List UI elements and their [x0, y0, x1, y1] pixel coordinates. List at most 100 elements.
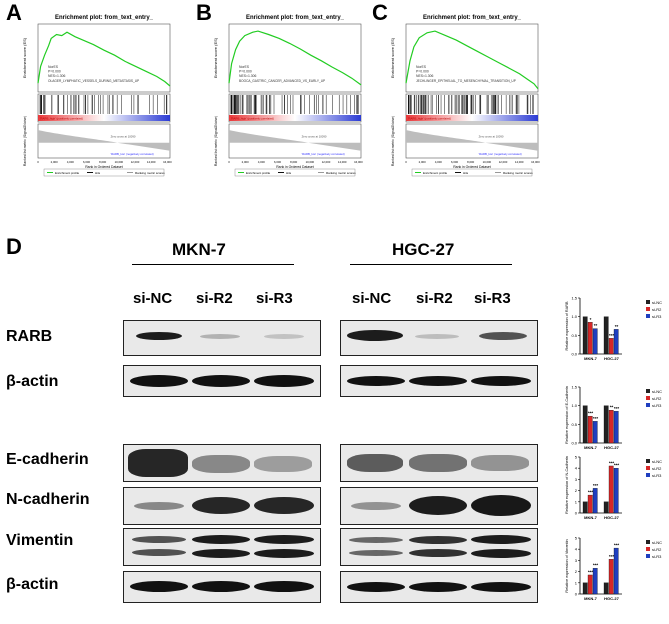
gsea-stat: P=0.000	[48, 70, 61, 74]
panel-letter-d: D	[6, 234, 22, 259]
gsea-xtick: 6,000	[274, 160, 281, 164]
blot-hgc27-vimentin	[340, 528, 538, 566]
lane-label: si-R3	[474, 290, 511, 307]
y-tick-label: 0	[575, 592, 578, 597]
significance-label: ***	[609, 333, 615, 338]
bar-si-nc	[603, 582, 609, 595]
zero-cross-label: Zero cross at 10090	[111, 135, 136, 139]
significance-label: ***	[609, 554, 615, 559]
legend-swatch	[646, 459, 650, 463]
y-tick-label: 1.5	[571, 385, 577, 390]
ranking-metric-area	[38, 130, 170, 151]
y-tick-label: 0.0	[571, 352, 577, 357]
significance-label: ***	[609, 460, 615, 465]
category-label: HGC-27	[604, 356, 619, 361]
y-tick-label: 0.5	[571, 422, 577, 427]
bar-si-nc	[582, 405, 588, 444]
gsea-xtick: 4,000	[258, 160, 265, 164]
row-label-rarb: RARB	[6, 328, 53, 345]
bar-si-nc	[582, 582, 588, 595]
neg-correlated-label: 'RARB_low' (negatively correlated)	[302, 152, 345, 156]
blot-hgc27-beta-actin	[340, 365, 538, 397]
y-tick-label: 5	[575, 536, 578, 541]
lane-label: si-R2	[416, 290, 453, 307]
blot-hgc27-beta-actin-2	[340, 571, 538, 603]
panel-letter-b: B	[196, 0, 212, 25]
significance-label: **	[615, 324, 619, 329]
y-tick-label: 1	[575, 499, 578, 504]
bar-si-r2	[608, 465, 614, 514]
blot-hgc27-n-cadherin	[340, 487, 538, 525]
gsea-xtick: 16,000	[531, 160, 540, 164]
gsea-title: Enrichment plot: from_text_entry_	[246, 15, 345, 21]
gsea-xtick: 4,000	[67, 160, 74, 164]
pos-correlated-label: 'RARB_high' (positively correlated)	[40, 117, 83, 121]
blot-mkn7-rarb	[123, 320, 321, 356]
zero-cross-label: Zero cross at 10090	[302, 135, 327, 139]
significance-label: ***	[588, 569, 594, 574]
y-tick-label: 0	[575, 511, 578, 516]
bar-chart-e-cadherin: 0.0 0.5 1.0 1.5 Relative expression of E-Cad…	[562, 381, 667, 464]
gsea-xtick: 8,000	[467, 160, 474, 164]
gsea-xtick: 0	[37, 160, 39, 164]
cell-line-hgc27: HGC-27	[392, 240, 455, 259]
gsea-legend-box	[411, 168, 533, 177]
gsea-xtick: 0	[228, 160, 230, 164]
bar-si-r3	[613, 547, 619, 595]
cell-line-mkn7: MKN-7	[172, 240, 226, 259]
legend-swatch	[646, 473, 650, 477]
legend-entry: si-NC	[652, 300, 662, 305]
y-tick-label: 3	[575, 477, 578, 482]
gsea-xtick: 14,000	[147, 160, 156, 164]
pos-correlated-label: 'RARB_high' (positively correlated)	[408, 117, 451, 121]
panel-letter-c: C	[372, 0, 388, 25]
bar-si-r3	[613, 329, 619, 355]
gsea-ylabel-top: Enrichment score (ES)	[22, 37, 27, 78]
legend-entry: Enrichment profile	[55, 171, 80, 175]
y-tick-label: 1.0	[571, 403, 577, 408]
gsea-stat: NES=1.306	[239, 74, 257, 78]
legend-swatch	[646, 554, 650, 558]
gsea-xtick: 6,000	[83, 160, 90, 164]
gsea-ylabel-bottom: Ranked list metric (Signal2Noise)	[391, 116, 395, 166]
legend-entry: si-NC	[652, 540, 662, 545]
legend-entry: si-NC	[652, 389, 662, 394]
y-tick-label: 0.5	[571, 333, 577, 338]
legend-entry: Enrichment profile	[423, 171, 448, 175]
bar-ylabel: Relative expression of RARB	[565, 301, 569, 350]
pos-correlated-label: 'RARB_high' (positively correlated)	[231, 117, 274, 121]
row-label-vimentin: Vimentin	[6, 532, 74, 549]
gsea-geneset: JECHLINGER_EPITHELIAL_TO_MESENCHYMAL_TRA…	[416, 79, 516, 83]
legend-entry: Ranking metric scores	[135, 171, 165, 175]
bar-si-r2	[608, 338, 614, 355]
lane-label: si-R2	[196, 290, 233, 307]
legend-entry: Hits	[463, 171, 469, 175]
gsea-xlabel: Rank in Ordered Dataset	[453, 165, 491, 169]
gsea-title: Enrichment plot: from_text_entry_	[55, 15, 154, 21]
ranking-gradient	[38, 115, 170, 121]
row-label-beta-actin: β-actin	[6, 373, 59, 390]
category-label: MKN-7	[584, 515, 597, 520]
ranking-metric-area	[406, 130, 538, 151]
blot-mkn7-vimentin	[123, 528, 321, 566]
gsea-plot-c: Enrichment plot: from_text_entry_ NorES P=…	[384, 10, 544, 180]
row-label-beta-actin-2: β-actin	[6, 576, 59, 593]
blot-hgc27-rarb	[340, 320, 538, 356]
es-frame	[405, 23, 539, 93]
ranking-gradient	[406, 115, 538, 121]
bar-si-r2	[587, 322, 593, 355]
y-tick-label: 5	[575, 455, 578, 460]
gsea-plot-a: Enrichment plot: from_text_entry_ NorES P=…	[16, 10, 176, 180]
bar-si-r2	[587, 574, 593, 595]
gsea-svg: Enrichment plot: from_text_entry_ NorESP=…	[213, 15, 363, 177]
bar-si-r3	[592, 328, 598, 355]
gsea-xtick: 8,000	[99, 160, 106, 164]
gsea-legend-box	[43, 168, 165, 177]
gsea-xtick: 2,000	[51, 160, 58, 164]
gsea-xtick: 14,000	[338, 160, 347, 164]
enrichment-profile-line	[228, 30, 362, 86]
legend-entry: si-NC	[652, 459, 662, 464]
legend-entry: Enrichment profile	[246, 171, 271, 175]
y-tick-label: 1.0	[571, 314, 577, 319]
gsea-xtick: 16,000	[354, 160, 363, 164]
